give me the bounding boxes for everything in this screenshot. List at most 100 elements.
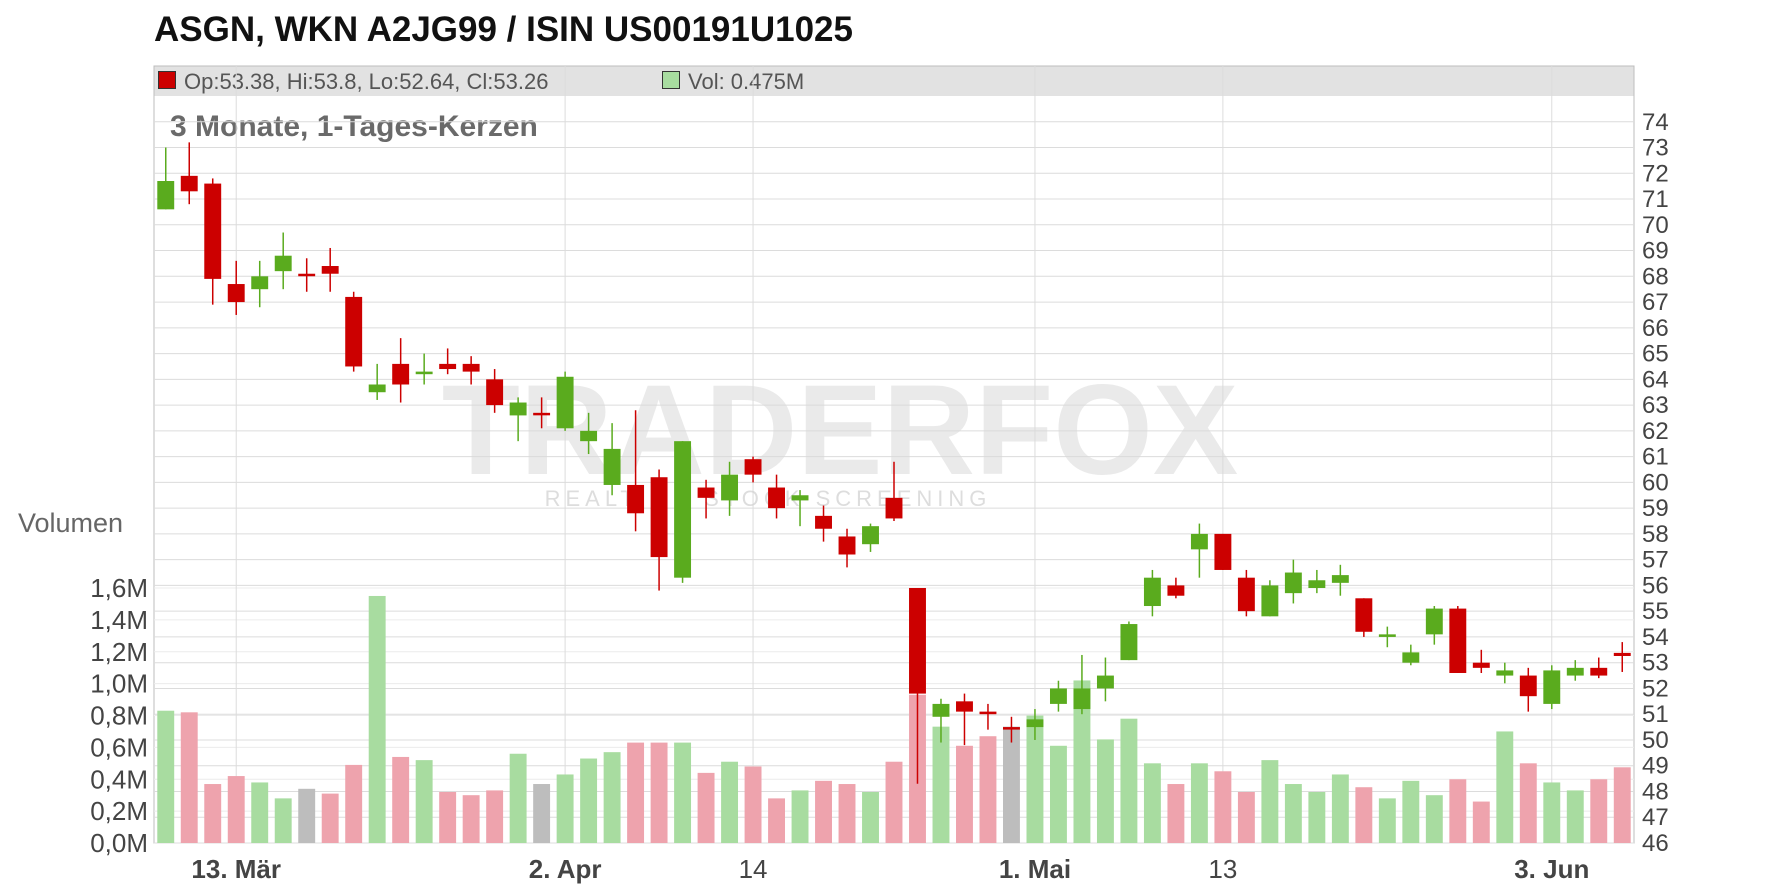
volume-tick-label: 1,2M [90,637,148,667]
volume-bar [886,762,903,843]
candle-body [862,526,879,544]
date-tick-label: 1. Mai [999,854,1071,884]
price-tick-label: 51 [1642,701,1669,728]
price-tick-label: 49 [1642,753,1669,780]
volume-bar [768,798,785,843]
price-tick-label: 64 [1642,366,1669,393]
price-tick-label: 48 [1642,778,1669,805]
volume-tick-label: 1,0M [90,669,148,699]
candle-body [815,516,832,529]
volume-bar [251,782,268,843]
volume-bar [1191,763,1208,843]
volume-bar [1496,731,1513,843]
candle-body [181,176,198,191]
volume-bar [486,790,503,843]
candle-body [1003,727,1020,730]
volume-bar [204,784,221,843]
candle-body [463,364,480,372]
candle-body [369,384,386,392]
volume-bar [1590,779,1607,843]
candle-body [1614,653,1631,656]
volume-bar [580,759,597,843]
candle-body [1426,609,1443,635]
candle-body [1285,573,1302,594]
candle-body [486,379,503,405]
volume-tick-label: 0,0M [90,828,148,858]
price-tick-label: 62 [1642,418,1669,445]
candle-body [1308,580,1325,588]
candle-body [298,274,315,277]
volume-tick-label: 1,6M [90,573,148,603]
volume-bar [1449,779,1466,843]
candle-body [674,441,691,578]
candle-body [1473,663,1490,668]
volume-bar [1355,787,1372,843]
volume-bar [1120,719,1137,843]
price-tick-label: 59 [1642,495,1669,522]
candle-body [533,413,550,416]
candle-body [839,536,856,554]
candle-body [1050,688,1067,703]
candle-body [439,364,456,369]
volume-bar [792,790,809,843]
price-tick-label: 66 [1642,315,1669,342]
candle-body [1355,598,1372,631]
candle-body [1120,624,1137,660]
candle-body [1261,585,1278,616]
volume-bar [157,711,174,843]
volume-bar [933,727,950,843]
date-tick-label: 13. Mär [191,854,281,884]
candle-body [1379,634,1396,637]
candle-body [251,276,268,289]
candle-body [604,449,621,485]
price-tick-label: 55 [1642,598,1669,625]
volume-bar [862,792,879,843]
price-tick-label: 56 [1642,572,1669,599]
candle-body [1097,676,1114,689]
volume-bar [1097,739,1114,843]
candle-body [909,588,926,694]
price-tick-label: 58 [1642,521,1669,548]
volume-bar [1167,784,1184,843]
candle-body [792,495,809,500]
volume-bars [157,596,1630,843]
volume-tick-label: 0,4M [90,764,148,794]
price-tick-label: 52 [1642,675,1669,702]
price-tick-label: 47 [1642,804,1669,831]
volume-bar [1543,782,1560,843]
price-tick-label: 67 [1642,289,1669,316]
volume-bar [275,798,292,843]
volume-bar [510,754,527,843]
volume-bar [1214,771,1231,843]
price-tick-label: 70 [1642,212,1669,239]
price-tick-label: 50 [1642,727,1669,754]
volume-bar [1261,760,1278,843]
candle-body [1332,575,1349,583]
price-tick-label: 54 [1642,624,1669,651]
candle-body [580,431,597,441]
volume-tick-label: 0,6M [90,732,148,762]
volume-bar [557,774,574,843]
volume-bar [721,762,738,843]
candle-body [627,485,644,513]
volume-bar [1567,790,1584,843]
volume-bar [1308,792,1325,843]
volume-bar [980,736,997,843]
volume-bar [1238,792,1255,843]
volume-bar [745,767,762,844]
candle-body [510,403,527,416]
volume-bar [956,746,973,843]
volume-bar [1285,784,1302,843]
volume-bar [1003,727,1020,843]
candle-body [392,364,409,385]
price-tick-label: 46 [1642,830,1669,857]
candle-body [651,477,668,557]
candle-body [768,488,785,509]
candle-body [345,297,362,367]
candle-body [1144,578,1161,606]
price-tick-label: 57 [1642,547,1669,574]
volume-bar [1520,763,1537,843]
candle-body [886,498,903,519]
price-tick-label: 65 [1642,341,1669,368]
volume-tick-label: 1,4M [90,605,148,635]
